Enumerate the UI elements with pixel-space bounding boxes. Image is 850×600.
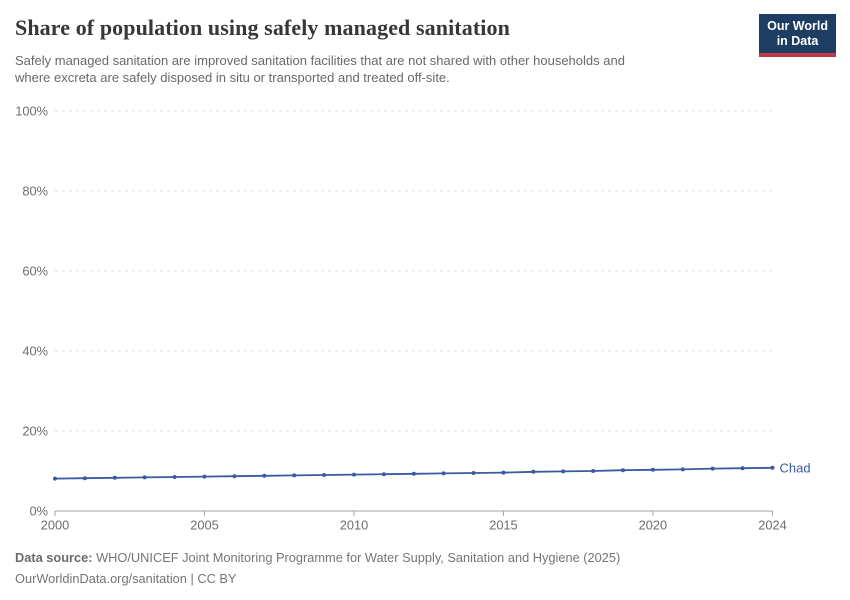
data-point-chad-2007[interactable] bbox=[262, 473, 267, 478]
data-point-chad-2006[interactable] bbox=[232, 474, 237, 479]
y-tick-label-60: 60% bbox=[22, 264, 48, 279]
data-point-chad-2009[interactable] bbox=[322, 473, 327, 477]
data-point-chad-2017[interactable] bbox=[561, 469, 566, 474]
license-line[interactable]: OurWorldinData.org/sanitation | CC BY bbox=[15, 571, 237, 586]
y-tick-label-0: 0% bbox=[30, 504, 49, 519]
x-tick-label-2005: 2005 bbox=[190, 518, 218, 533]
y-tick-label-100: 100% bbox=[15, 104, 48, 119]
data-source-text: WHO/UNICEF Joint Monitoring Programme fo… bbox=[92, 550, 621, 565]
data-point-chad-2013[interactable] bbox=[441, 471, 446, 476]
data-point-chad-2001[interactable] bbox=[82, 476, 87, 481]
data-point-chad-2002[interactable] bbox=[112, 475, 117, 480]
data-point-chad-2016[interactable] bbox=[531, 469, 536, 474]
data-point-chad-2011[interactable] bbox=[381, 472, 386, 477]
owid-logo[interactable]: Our World in Data bbox=[759, 14, 836, 57]
data-point-chad-2004[interactable] bbox=[172, 475, 177, 479]
owid-logo-line1: Our World bbox=[767, 19, 828, 33]
data-point-chad-2019[interactable] bbox=[621, 468, 625, 473]
chart-subtitle-line1: Safely managed sanitation are improved s… bbox=[15, 53, 625, 68]
x-tick-label-2010: 2010 bbox=[340, 518, 368, 533]
data-source-label: Data source: bbox=[15, 550, 93, 565]
data-source-line: Data source: WHO/UNICEF Joint Monitoring… bbox=[15, 547, 620, 568]
x-tick-label-2015: 2015 bbox=[489, 518, 517, 533]
chart-footer: Data source: WHO/UNICEF Joint Monitoring… bbox=[15, 547, 620, 589]
data-point-chad-2003[interactable] bbox=[142, 475, 147, 480]
x-tick-label-2020: 2020 bbox=[639, 518, 667, 533]
data-point-chad-2010[interactable] bbox=[352, 472, 356, 477]
chart-subtitle: Safely managed sanitation are improved s… bbox=[15, 52, 625, 86]
entity-label-chad: Chad bbox=[780, 460, 811, 475]
data-point-chad-2008[interactable] bbox=[292, 473, 297, 478]
y-tick-label-20: 20% bbox=[22, 424, 48, 439]
data-point-chad-2015[interactable] bbox=[501, 470, 506, 475]
data-point-chad-2018[interactable] bbox=[591, 469, 596, 473]
y-tick-label-40: 40% bbox=[22, 344, 48, 359]
data-point-chad-2012[interactable] bbox=[411, 471, 416, 476]
chart-subtitle-line2: where excreta are safely disposed in sit… bbox=[15, 70, 450, 85]
data-point-chad-2005[interactable] bbox=[202, 474, 207, 479]
data-point-chad-2021[interactable] bbox=[680, 467, 685, 472]
x-tick-label-2024: 2024 bbox=[758, 518, 786, 533]
data-point-chad-2000[interactable] bbox=[53, 476, 57, 481]
x-tick-label-2000: 2000 bbox=[41, 518, 69, 533]
y-tick-label-80: 80% bbox=[22, 184, 48, 199]
data-point-chad-2023[interactable] bbox=[740, 466, 745, 471]
data-point-chad-2022[interactable] bbox=[710, 466, 715, 471]
data-point-chad-2020[interactable] bbox=[650, 467, 655, 472]
page-title: Share of population using safely managed… bbox=[15, 15, 510, 40]
data-point-chad-2024[interactable] bbox=[770, 465, 775, 470]
owid-logo-line2: in Data bbox=[776, 33, 819, 48]
data-point-chad-2014[interactable] bbox=[471, 471, 476, 475]
